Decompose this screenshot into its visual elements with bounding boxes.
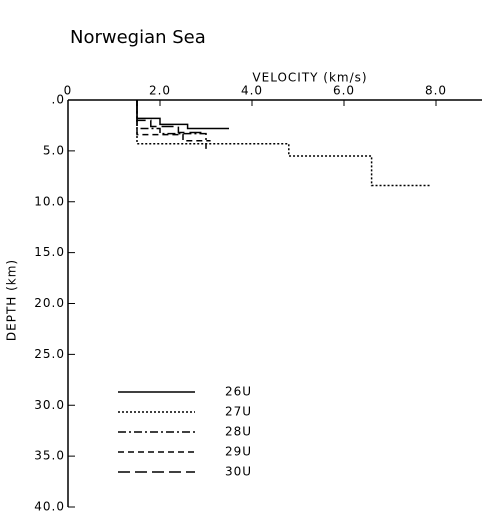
legend-label: 29U: [225, 445, 252, 459]
x-tick-label: 0: [64, 84, 73, 98]
y-tick-label: 40.0: [34, 500, 65, 512]
y-axis-label: DEPTH (km): [5, 259, 19, 341]
legend-label: 26U: [225, 385, 252, 399]
x-tick-label: 6.0: [333, 84, 355, 98]
y-tick-label: 5.0: [43, 143, 65, 157]
y-tick-label: 25.0: [34, 347, 65, 361]
x-tick-label: 8.0: [425, 84, 447, 98]
legend-label: 28U: [225, 425, 252, 439]
y-tick-label: 30.0: [34, 398, 65, 412]
y-tick-label: 20.0: [34, 296, 65, 310]
x-axis-label: VELOCITY (km/s): [252, 71, 367, 85]
y-tick-label: 10.0: [34, 194, 65, 208]
y-tick-label: 35.0: [34, 449, 65, 463]
legend-label: 30U: [225, 465, 252, 479]
x-tick-label: 2.0: [149, 84, 171, 98]
chart-title: Norwegian Sea: [70, 27, 206, 48]
x-tick-label: 4.0: [241, 84, 263, 98]
profile-line: [136, 100, 211, 142]
legend-label: 27U: [225, 405, 252, 419]
y-tick-label: .0: [52, 93, 65, 107]
y-tick-label: 15.0: [34, 245, 65, 259]
profile-line: [136, 100, 432, 187]
profile-line: [136, 100, 206, 134]
